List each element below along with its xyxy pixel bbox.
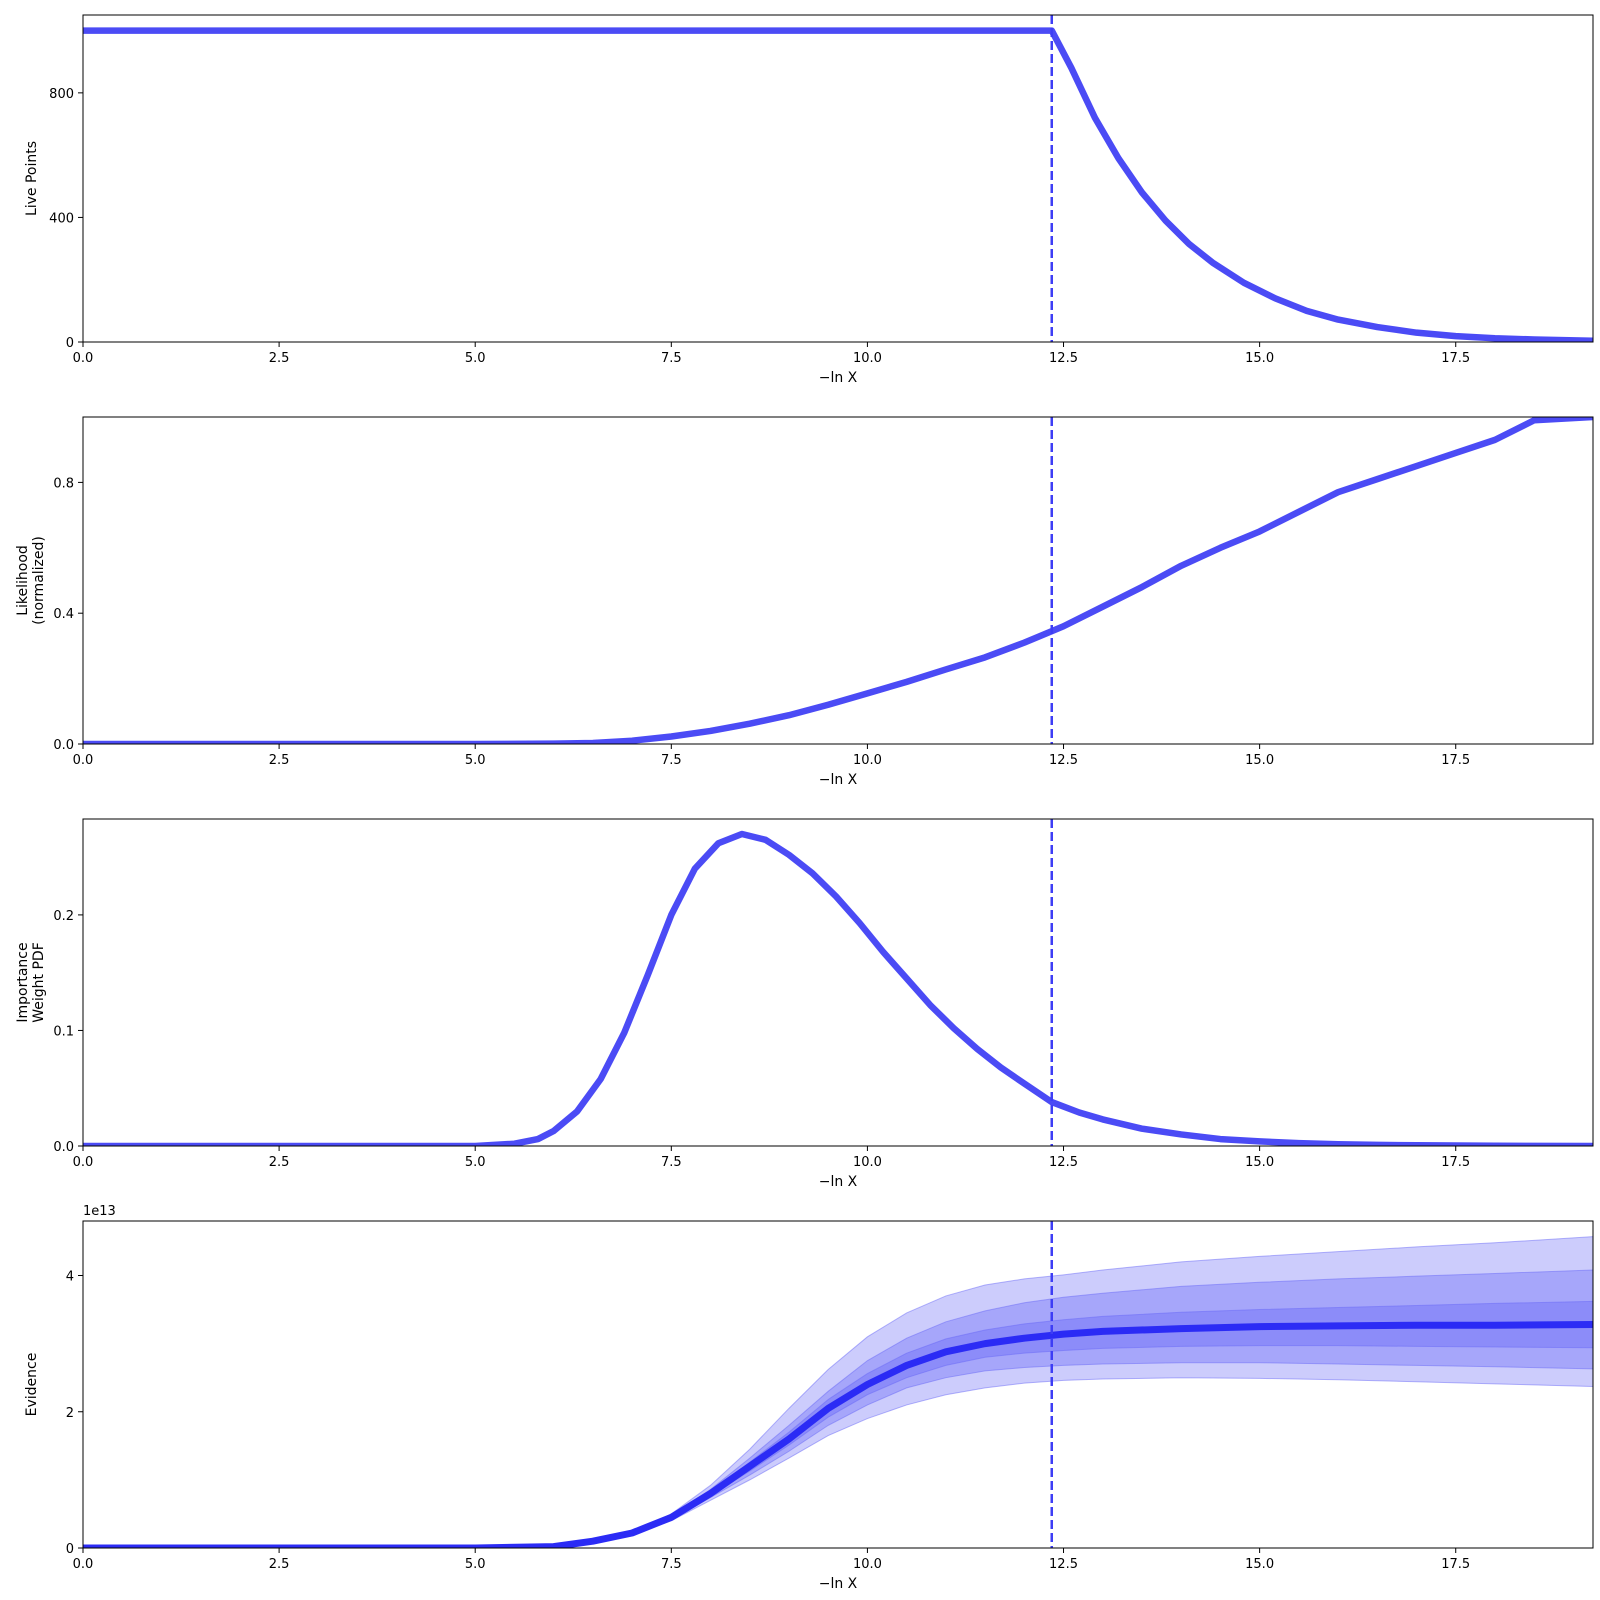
x-tick-label: 5.0 xyxy=(465,1557,486,1572)
x-tick-label: 5.0 xyxy=(465,753,486,768)
axes-frame xyxy=(82,416,1594,745)
plot-area xyxy=(83,15,1593,342)
y-tick-label: 0.4 xyxy=(53,607,74,622)
x-tick-label: 10.0 xyxy=(853,753,882,768)
x-tick-label: 12.5 xyxy=(1049,1557,1078,1572)
data-line xyxy=(83,830,1593,1146)
x-tick-label: 15.0 xyxy=(1245,1155,1274,1170)
x-tick-label: 17.5 xyxy=(1441,1155,1470,1170)
y-tick-label: 0.2 xyxy=(53,909,74,924)
x-tick-label: 15.0 xyxy=(1245,351,1274,366)
x-tick-label: 0.0 xyxy=(73,1155,94,1170)
y-tick-label: 0.1 xyxy=(53,1024,74,1039)
x-tick-label: 2.5 xyxy=(269,1557,290,1572)
axes-frame xyxy=(82,818,1594,1147)
x-tick-label: 17.5 xyxy=(1441,753,1470,768)
x-tick-label: 0.0 xyxy=(73,753,94,768)
y-axis-label: Weight PDF xyxy=(31,942,47,1023)
y-tick-label: 800 xyxy=(49,87,74,102)
plot-area xyxy=(83,1221,1593,1548)
y-axis-label: (normalized) xyxy=(31,536,47,625)
y-tick-label: 0 xyxy=(66,1542,74,1557)
plot-area xyxy=(83,417,1593,744)
x-tick-label: 17.5 xyxy=(1441,1557,1470,1572)
x-tick-label: 2.5 xyxy=(269,351,290,366)
y-axis-label: Live Points xyxy=(24,141,40,216)
x-axis-label: −ln X xyxy=(819,772,858,788)
x-tick-label: 10.0 xyxy=(853,1557,882,1572)
y-tick-label: 2 xyxy=(66,1406,74,1421)
chart-panel-1: 0.0 2.5 5.0 7.5 10.0 12.5 15.0 17.5 0 400 800 −ln X… xyxy=(24,14,1594,386)
x-tick-label: 7.5 xyxy=(661,1557,682,1572)
x-tick-label: 7.5 xyxy=(661,351,682,366)
x-axis-label: −ln X xyxy=(819,370,858,386)
x-tick-label: 12.5 xyxy=(1049,753,1078,768)
y-tick-label: 0 xyxy=(66,336,74,351)
y-tick-label: 0.0 xyxy=(53,1140,74,1155)
x-tick-label: 12.5 xyxy=(1049,1155,1078,1170)
evidence-band-2sigma xyxy=(83,1269,1593,1548)
chart-panel-4: 0.0 2.5 5.0 7.5 10.0 12.5 15.0 17.5 0 2 4 −ln X Evid… xyxy=(24,1204,1594,1592)
x-tick-label: 15.0 xyxy=(1245,753,1274,768)
data-line xyxy=(83,417,1593,744)
x-tick-label: 17.5 xyxy=(1441,351,1470,366)
axes-frame xyxy=(82,14,1594,343)
x-tick-label: 10.0 xyxy=(853,351,882,366)
x-tick-label: 12.5 xyxy=(1049,351,1078,366)
x-tick-label: 10.0 xyxy=(853,1155,882,1170)
x-axis-label: −ln X xyxy=(819,1576,858,1592)
axes-frame xyxy=(82,1220,1594,1549)
y-axis-label: Evidence xyxy=(24,1353,40,1417)
plot-area xyxy=(83,819,1593,1146)
data-line xyxy=(83,27,1593,342)
x-tick-label: 7.5 xyxy=(661,1155,682,1170)
chart-panel-3: 0.0 2.5 5.0 7.5 10.0 12.5 15.0 17.5 0.0 0.1 0.2 −ln… xyxy=(15,818,1594,1190)
y-tick-label: 4 xyxy=(66,1270,74,1285)
x-tick-label: 0.0 xyxy=(73,351,94,366)
y-axis-label: Importance xyxy=(15,942,31,1022)
x-tick-label: 2.5 xyxy=(269,1155,290,1170)
x-tick-label: 15.0 xyxy=(1245,1557,1274,1572)
x-axis-label: −ln X xyxy=(819,1174,858,1190)
y-tick-label: 0.8 xyxy=(53,476,74,491)
chart-panel-2: 0.0 2.5 5.0 7.5 10.0 12.5 15.0 17.5 0.0 0.4 0.8 −ln… xyxy=(15,416,1594,788)
x-tick-label: 7.5 xyxy=(661,753,682,768)
x-tick-label: 2.5 xyxy=(269,753,290,768)
x-tick-label: 5.0 xyxy=(465,1155,486,1170)
evidence-median-line xyxy=(83,1321,1593,1548)
y-axis-label: Likelihood xyxy=(15,545,31,616)
y-offset-label: 1e13 xyxy=(83,1204,116,1219)
x-tick-label: 0.0 xyxy=(73,1557,94,1572)
y-tick-label: 0.0 xyxy=(53,738,74,753)
x-tick-label: 5.0 xyxy=(465,351,486,366)
evidence-band-3sigma xyxy=(83,1236,1593,1548)
y-tick-label: 400 xyxy=(49,211,74,226)
